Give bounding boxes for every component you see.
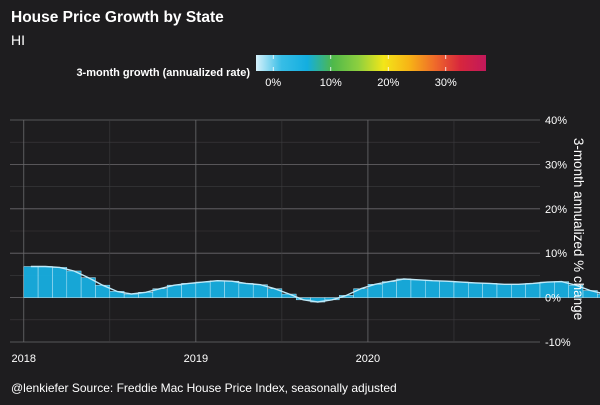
y-tick-label: 10% [545,248,567,260]
x-tick-label: 2018 [12,353,36,365]
bar [410,279,426,298]
chart-subtitle: HI [11,32,25,48]
bar [396,278,412,298]
bar [468,282,483,298]
bar [181,283,197,298]
y-tick-label: 0% [545,293,561,305]
bar [425,280,440,298]
bar [482,283,498,298]
legend: 3-month growth (annualized rate) 0% 10% 20… [76,55,486,89]
y-axis-title: 3-month annualized % change [571,138,586,320]
bar [66,270,82,298]
chart-caption: @lenkiefer Source: Freddie Mac House Pri… [11,381,397,395]
legend-colorbar [256,55,486,71]
bar [597,293,600,298]
legend-tick-label: 20% [377,77,399,89]
x-tick-label: 2020 [356,353,380,365]
bar [52,267,68,298]
bar [238,283,254,298]
legend-tick-label: 30% [435,77,457,89]
bar [209,280,225,298]
y-tick-label: 30% [545,159,567,171]
y-tick-label: 20% [545,204,567,216]
bar [439,280,455,298]
legend-tick-label: 0% [265,77,281,89]
bar [511,284,526,298]
bar [525,283,541,298]
bar [382,281,397,298]
bar [224,280,240,298]
series-line [30,265,600,303]
y-tick-label: 40% [545,115,567,127]
bar [353,288,369,298]
bar [37,266,53,298]
bar [453,281,469,298]
y-tick-label: -10% [545,337,571,349]
legend-title: 3-month growth (annualized rate) [76,67,250,79]
bar [23,266,39,298]
bar [195,281,211,298]
legend-tick-label: 10% [320,77,342,89]
x-tick-label: 2019 [184,353,208,365]
bar [496,284,512,298]
chart-title: House Price Growth by State [11,9,224,26]
